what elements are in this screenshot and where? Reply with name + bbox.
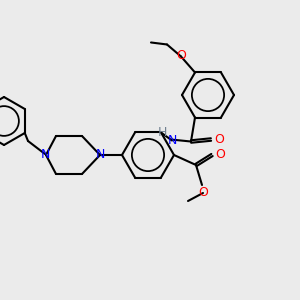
Text: N: N — [95, 148, 105, 160]
Text: O: O — [215, 148, 225, 160]
Text: N: N — [167, 134, 177, 147]
Text: H: H — [157, 126, 167, 139]
Text: N: N — [40, 148, 50, 160]
Text: O: O — [214, 133, 224, 146]
Text: O: O — [176, 49, 186, 62]
Text: O: O — [198, 187, 208, 200]
